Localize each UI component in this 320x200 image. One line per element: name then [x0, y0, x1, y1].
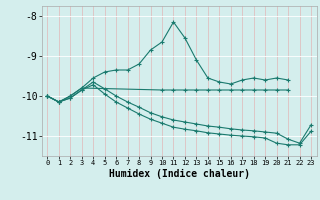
X-axis label: Humidex (Indice chaleur): Humidex (Indice chaleur) [109, 169, 250, 179]
